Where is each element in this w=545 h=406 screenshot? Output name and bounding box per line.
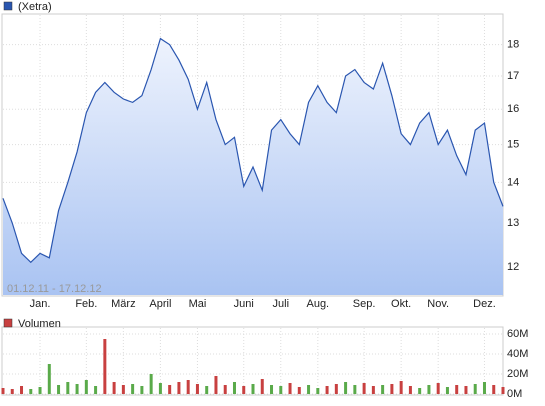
volume-bar [334, 384, 338, 394]
volume-bar [482, 382, 486, 394]
volume-bar [307, 385, 311, 394]
volume-bar [464, 386, 468, 394]
volume-bar [205, 386, 209, 394]
volume-bar [260, 379, 264, 394]
volume-bar [1, 388, 5, 394]
volume-bar [168, 385, 172, 394]
y-tick-label: 14 [507, 176, 519, 188]
volume-bar [418, 388, 422, 394]
volume-bar [436, 383, 440, 394]
volume-bar [38, 387, 42, 394]
volume-bar [371, 386, 375, 394]
volume-bar [214, 376, 218, 394]
volume-bar [362, 383, 366, 394]
volume-bar [103, 339, 107, 394]
volume-bar [20, 386, 24, 394]
y-tick-label: 20M [507, 368, 528, 380]
price-line [2, 37, 504, 264]
y-tick-label: 13 [507, 217, 519, 229]
y-tick-label: 12 [507, 261, 519, 273]
volume-bar [408, 386, 412, 394]
y-tick-label: 18 [507, 39, 519, 51]
volume-bar [427, 385, 431, 394]
volume-bar [158, 383, 162, 394]
y-tick-label: 60M [507, 328, 528, 340]
volume-bar [279, 386, 283, 394]
volume-bar [84, 380, 88, 394]
x-tick-label: Nov. [427, 298, 449, 310]
x-tick-label: Juli [273, 298, 290, 310]
volume-bar [390, 384, 394, 394]
x-tick-label: März [111, 298, 135, 310]
y-tick-label: 0M [507, 388, 522, 400]
volume-bar [251, 384, 255, 394]
volume-bar [501, 387, 505, 394]
x-tick-label: Okt. [391, 298, 411, 310]
y-tick-label: 17 [507, 70, 519, 82]
date-range: 01.12.11 - 17.12.12 [7, 283, 102, 295]
x-tick-label: Sep. [353, 298, 376, 310]
volume-bar [316, 388, 320, 394]
volume-bar [112, 382, 116, 394]
legend-swatch [3, 1, 13, 11]
legend-label: (Xetra) [18, 1, 52, 13]
x-tick-label: Mai [189, 298, 207, 310]
volume-bar [455, 385, 459, 394]
volume-bar [325, 386, 329, 394]
volume-bar [242, 386, 246, 394]
volume-bar [66, 382, 70, 394]
volume-bar [57, 385, 61, 394]
volume-bar [445, 387, 449, 394]
volume-bar [399, 381, 403, 394]
volume-bar [492, 385, 496, 394]
volume-bar [270, 385, 274, 394]
y-tick-label: 40M [507, 348, 528, 360]
legend-label: Volumen [18, 318, 61, 330]
volume-bar [94, 386, 98, 394]
volume-bar [344, 382, 348, 394]
volume-bar [223, 385, 227, 394]
volume-bar [177, 382, 181, 394]
x-tick-label: Jan. [30, 298, 51, 310]
volume-bar [121, 385, 125, 394]
x-tick-label: Juni [234, 298, 254, 310]
volume-bar [131, 384, 135, 394]
volume-bar [473, 384, 477, 394]
volume-bar [232, 382, 236, 394]
area-fill [3, 38, 503, 295]
volume-bar [29, 389, 33, 394]
volume-bar [47, 364, 51, 394]
volume-bar [297, 387, 301, 394]
x-tick-label: April [149, 298, 171, 310]
volume-bar [75, 384, 79, 394]
volume-bar [195, 384, 199, 394]
volume-bar [149, 374, 153, 394]
volume-bar [288, 383, 292, 394]
volume-bar [140, 386, 144, 394]
volume-bar [381, 385, 385, 394]
y-tick-label: 15 [507, 138, 519, 150]
x-tick-label: Dez. [473, 298, 496, 310]
x-tick-label: Aug. [306, 298, 329, 310]
volume-bar [186, 380, 190, 394]
y-tick-label: 16 [507, 103, 519, 115]
x-tick-label: Feb. [75, 298, 97, 310]
legend-swatch [3, 318, 13, 328]
volume-bar [353, 385, 357, 394]
volume-bar [10, 389, 14, 394]
